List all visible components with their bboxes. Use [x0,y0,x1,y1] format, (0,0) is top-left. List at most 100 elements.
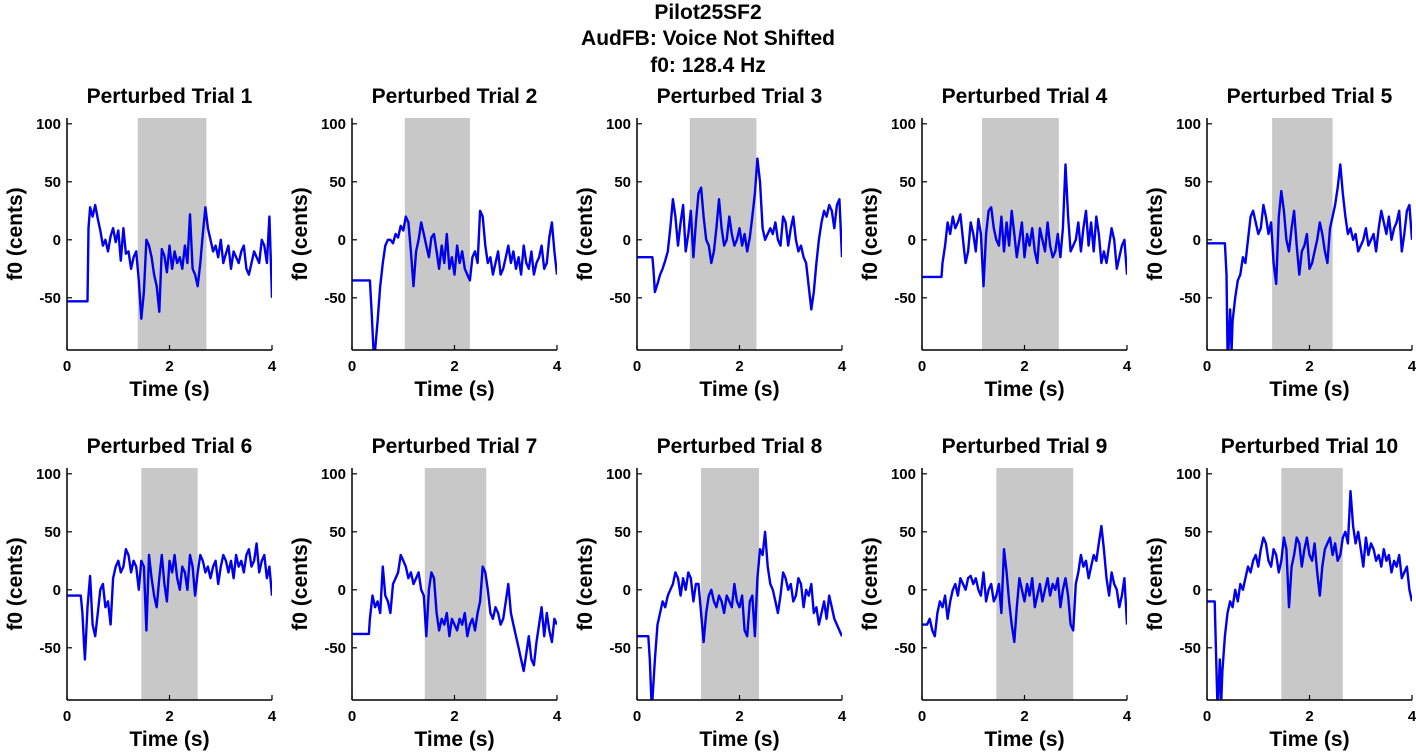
y-axis-label: f0 (cents) [574,537,597,630]
y-tick-label: -50 [609,640,631,657]
y-tick-label: 50 [614,174,631,191]
y-tick-label: 100 [36,116,61,133]
x-axis-label: Time (s) [129,728,209,751]
y-tick-label: 0 [338,232,346,249]
y-tick-label: 100 [36,466,61,483]
x-tick-label: 4 [1123,708,1132,725]
x-tick-label: 2 [1305,708,1313,725]
plot-title: Perturbed Trial 9 [942,435,1108,458]
x-tick-label: 4 [553,708,562,725]
f0-trace [1207,163,1412,350]
y-tick-label: 0 [623,232,631,249]
participant-title: Pilot25SF2 [654,1,762,24]
y-tick-label: 50 [44,524,61,541]
x-tick-label: 2 [1305,358,1313,375]
y-tick-label: 50 [1184,174,1201,191]
y-tick-label: -50 [609,290,631,307]
y-tick-label: 100 [1176,116,1201,133]
x-tick-label: 2 [450,358,458,375]
x-tick-label: 4 [553,358,562,375]
y-tick-label: -50 [324,290,346,307]
y-tick-label: 100 [891,466,916,483]
x-axis-label: Time (s) [414,378,494,401]
trial-plot-4: 0 2 4 -50 0 50 100 Perturbed Trial 4 Time (s) f0 … [859,85,1132,401]
plot-title: Perturbed Trial 6 [87,435,253,458]
f0-trace [922,163,1127,288]
x-tick-label: 4 [1408,358,1416,375]
y-tick-label: 100 [321,116,346,133]
y-tick-label: 50 [899,524,916,541]
y-axis-label: f0 (cents) [1144,537,1167,630]
plot-title: Perturbed Trial 2 [372,85,538,108]
x-tick-label: 2 [1020,708,1028,725]
y-tick-label: 0 [338,582,346,599]
x-tick-label: 0 [348,358,356,375]
f0-trace [637,530,842,700]
x-tick-label: 0 [918,358,926,375]
perturbation-window [404,118,470,350]
trial-plot-7: 0 2 4 -50 0 50 100 Perturbed Trial 7 Time (s) f0 … [289,435,562,751]
y-tick-label: 50 [329,524,346,541]
f0-trace [1207,490,1412,700]
y-tick-label: 0 [623,582,631,599]
x-tick-label: 0 [918,708,926,725]
trial-plot-2: 0 2 4 -50 0 50 100 Perturbed Trial 2 Time (s) f0 … [289,85,562,401]
x-axis-label: Time (s) [984,728,1064,751]
x-axis-label: Time (s) [1269,728,1349,751]
x-tick-label: 4 [1408,708,1416,725]
trial-plot-1: 0 2 4 -50 0 50 100 Perturbed Trial 1 Time (s) f0 … [4,85,277,401]
y-tick-label: 100 [606,116,631,133]
y-tick-label: 0 [53,582,61,599]
plot-title: Perturbed Trial 3 [657,85,823,108]
x-tick-label: 2 [735,358,743,375]
y-axis-label: f0 (cents) [859,537,882,630]
y-tick-label: -50 [894,290,916,307]
y-tick-label: 100 [321,466,346,483]
plot-title: Perturbed Trial 4 [942,85,1108,108]
y-tick-label: 50 [1184,524,1201,541]
trial-plot-9: 0 2 4 -50 0 50 100 Perturbed Trial 9 Time (s) f0 … [859,435,1132,751]
f0-trace [67,542,272,661]
y-tick-label: 100 [1176,466,1201,483]
perturbation-window [996,468,1074,700]
f0-trace [67,203,272,320]
x-tick-label: 2 [450,708,458,725]
y-tick-label: -50 [324,640,346,657]
x-tick-label: 0 [63,358,71,375]
y-tick-label: 0 [908,232,916,249]
y-tick-label: 50 [614,524,631,541]
x-tick-label: 4 [1123,358,1132,375]
y-axis-label: f0 (cents) [289,187,312,280]
y-tick-label: 50 [329,174,346,191]
perturbation-window [137,118,207,350]
f0-trace [352,553,557,673]
f0-trace [352,209,557,350]
x-tick-label: 4 [838,708,847,725]
y-tick-label: 100 [606,466,631,483]
x-tick-label: 2 [735,708,743,725]
x-tick-label: 4 [268,358,277,375]
x-tick-label: 4 [268,708,277,725]
x-tick-label: 0 [633,708,641,725]
trial-plot-3: 0 2 4 -50 0 50 100 Perturbed Trial 3 Time (s) f0 … [574,85,847,401]
plot-title: Perturbed Trial 1 [87,85,253,108]
condition-title: AudFB: Voice Not Shifted [581,27,835,50]
x-tick-label: 0 [1203,358,1211,375]
x-axis-label: Time (s) [699,378,779,401]
trial-plot-10: 0 2 4 -50 0 50 100 Perturbed Trial 10 Time (s) f0… [1144,435,1416,751]
y-tick-label: 0 [53,232,61,249]
x-tick-label: 2 [1020,358,1028,375]
trial-plot-8: 0 2 4 -50 0 50 100 Perturbed Trial 8 Time (s) f0 … [574,435,847,751]
y-axis-label: f0 (cents) [859,187,882,280]
plot-title: Perturbed Trial 8 [657,435,823,458]
y-axis-label: f0 (cents) [289,537,312,630]
y-axis-label: f0 (cents) [574,187,597,280]
plot-title: Perturbed Trial 10 [1221,435,1398,458]
f0-title: f0: 128.4 Hz [650,54,766,77]
y-tick-label: -50 [1179,290,1201,307]
x-axis-label: Time (s) [129,378,209,401]
y-tick-label: -50 [894,640,916,657]
trial-plot-5: 0 2 4 -50 0 50 100 Perturbed Trial 5 Time (s) f0 … [1144,85,1416,401]
x-tick-label: 0 [633,358,641,375]
